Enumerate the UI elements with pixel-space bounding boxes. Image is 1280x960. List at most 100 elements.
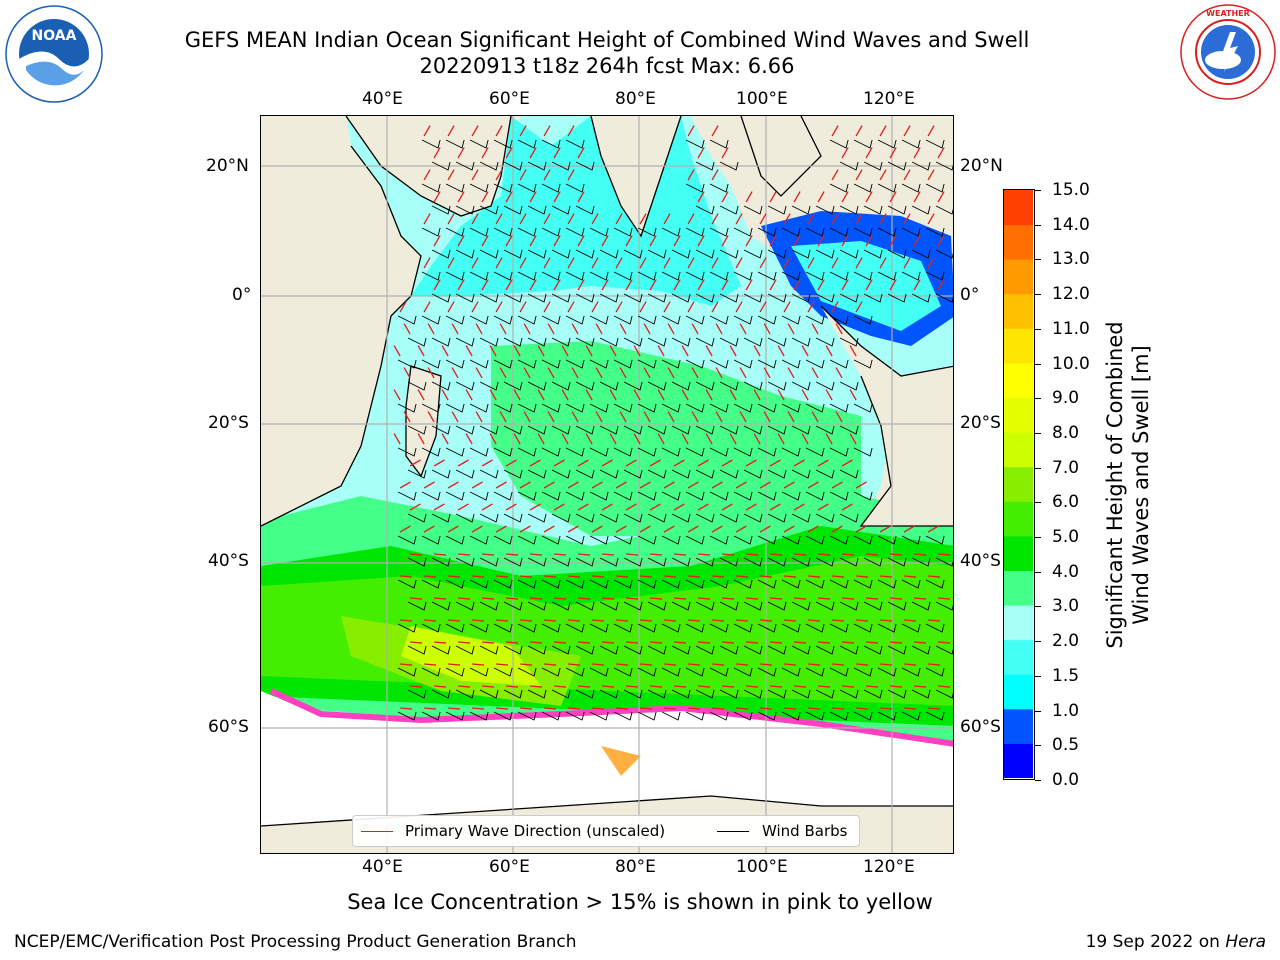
wave-arrow: [643, 323, 651, 335]
wind-barb: [743, 425, 763, 435]
wave-arrow: [745, 235, 753, 247]
wind-barb: [503, 205, 523, 215]
wave-arrow: [530, 597, 543, 600]
wave-arrow: [784, 707, 797, 710]
wind-barb: [695, 381, 715, 391]
wave-arrow: [513, 433, 521, 445]
wind-barb: [541, 271, 561, 281]
wave-arrow: [721, 459, 733, 467]
wave-arrow: [423, 257, 431, 269]
wave-arrow: [400, 619, 413, 622]
wind-barb: [565, 491, 585, 501]
wave-arrow: [496, 575, 509, 578]
wind-barb: [469, 711, 489, 721]
wave-arrow: [914, 597, 927, 600]
wave-arrow: [650, 597, 663, 600]
wave-arrow: [441, 433, 449, 445]
wind-barb: [791, 205, 811, 215]
wave-arrow: [866, 553, 879, 556]
wind-barb: [527, 557, 547, 567]
wind-barb: [685, 315, 705, 325]
wind-barb: [863, 557, 883, 567]
wave-arrow: [698, 641, 711, 644]
wave-arrow: [735, 301, 743, 313]
wave-arrow: [890, 597, 903, 600]
wave-arrow: [513, 389, 521, 401]
lat-label-right-0: 0°: [960, 285, 980, 305]
wave-arrow: [458, 685, 471, 688]
wind-barb: [791, 513, 811, 523]
wind-barb: [445, 711, 465, 721]
wind-barb: [551, 689, 571, 699]
wave-arrow: [602, 685, 615, 688]
wind-barb: [527, 513, 547, 523]
wind-barb: [791, 337, 811, 347]
wind-barb: [901, 667, 921, 677]
wave-arrow: [674, 597, 687, 600]
wave-arrow: [601, 279, 609, 291]
wave-arrow: [424, 707, 437, 710]
wind-barb: [719, 645, 739, 655]
wave-arrow: [640, 619, 653, 622]
wave-arrow: [711, 301, 719, 313]
wave-arrow: [640, 575, 653, 578]
wave-arrow: [433, 235, 441, 247]
wind-barb: [493, 623, 513, 633]
wave-arrow: [831, 481, 843, 489]
wind-barb: [781, 579, 801, 589]
wave-arrow: [571, 323, 579, 335]
wave-arrow: [889, 279, 897, 291]
wave-arrow: [471, 525, 483, 533]
wind-barb: [407, 337, 427, 347]
wind-barb: [757, 315, 777, 325]
wave-arrow: [457, 459, 469, 467]
wave-arrow: [457, 147, 465, 159]
wave-arrow: [769, 459, 781, 467]
wind-barb: [479, 425, 499, 435]
colorbar-tick-label: 6.0: [1052, 492, 1080, 513]
wave-arrow: [681, 433, 689, 445]
wave-arrow: [595, 411, 603, 423]
wind-barb: [575, 689, 595, 699]
wave-arrow: [489, 389, 497, 401]
wind-barb: [397, 359, 417, 369]
wave-arrow: [811, 367, 819, 379]
wave-arrow: [400, 707, 413, 710]
wind-barb: [719, 601, 739, 611]
wind-barb: [767, 601, 787, 611]
wind-barb: [445, 183, 465, 193]
wind-barb: [517, 667, 537, 677]
wind-barb: [911, 161, 931, 171]
wave-arrow: [489, 345, 497, 357]
wave-arrow: [409, 459, 421, 467]
wind-barb: [839, 425, 859, 435]
wind-barb: [671, 601, 691, 611]
wind-barb: [925, 623, 945, 633]
wave-arrow: [543, 169, 551, 181]
wave-arrow: [674, 685, 687, 688]
wind-barb: [493, 403, 513, 413]
wave-arrow: [784, 663, 797, 666]
australia-land: [821, 306, 953, 526]
wind-barb: [599, 381, 619, 391]
wave-arrow: [519, 213, 527, 225]
wave-arrow: [447, 257, 455, 269]
wave-arrow: [735, 481, 747, 489]
wind-barb: [839, 337, 859, 347]
colorbar-tick-label: 11.0: [1052, 318, 1090, 339]
wind-barb: [661, 447, 681, 457]
wind-barb: [431, 601, 451, 611]
wave-arrow: [523, 323, 531, 335]
colorbar-bin: [1004, 674, 1033, 710]
wind-barb: [685, 535, 705, 545]
wave-arrow: [705, 345, 713, 357]
wave-arrow: [663, 481, 675, 489]
wind-barb: [743, 513, 763, 523]
wave-arrow: [448, 707, 461, 710]
colorbar-bin: [1004, 708, 1033, 744]
wind-barb: [671, 513, 691, 523]
wave-arrow: [849, 389, 857, 401]
colorbar-tick-label: 0.5: [1052, 735, 1080, 756]
wave-arrow: [736, 707, 749, 710]
wind-barb: [551, 513, 571, 523]
